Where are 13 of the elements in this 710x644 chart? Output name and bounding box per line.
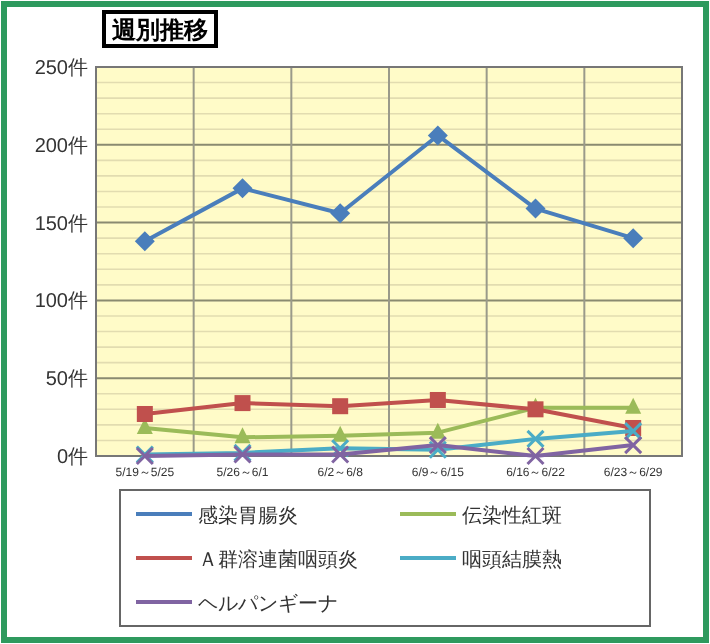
legend-label: 伝染性紅斑 bbox=[462, 504, 562, 528]
y-tick-label: 250件 bbox=[34, 58, 88, 80]
y-tick-label: 200件 bbox=[34, 135, 88, 158]
y-tick-label: 50件 bbox=[45, 369, 88, 392]
legend-label: 感染胃腸炎 bbox=[198, 504, 298, 528]
legend-label: Ａ群溶連菌咽頭炎 bbox=[198, 548, 358, 572]
y-tick-label: 100件 bbox=[34, 291, 88, 314]
legend-label: 咽頭結膜熱 bbox=[462, 548, 562, 572]
chart-title: 週別推移 bbox=[110, 16, 208, 44]
legend-label: ヘルパンギーナ bbox=[198, 592, 338, 616]
y-tick-label: 150件 bbox=[34, 213, 88, 236]
title: 週別推移 bbox=[102, 10, 218, 48]
y-tick-label: 0件 bbox=[56, 447, 88, 469]
